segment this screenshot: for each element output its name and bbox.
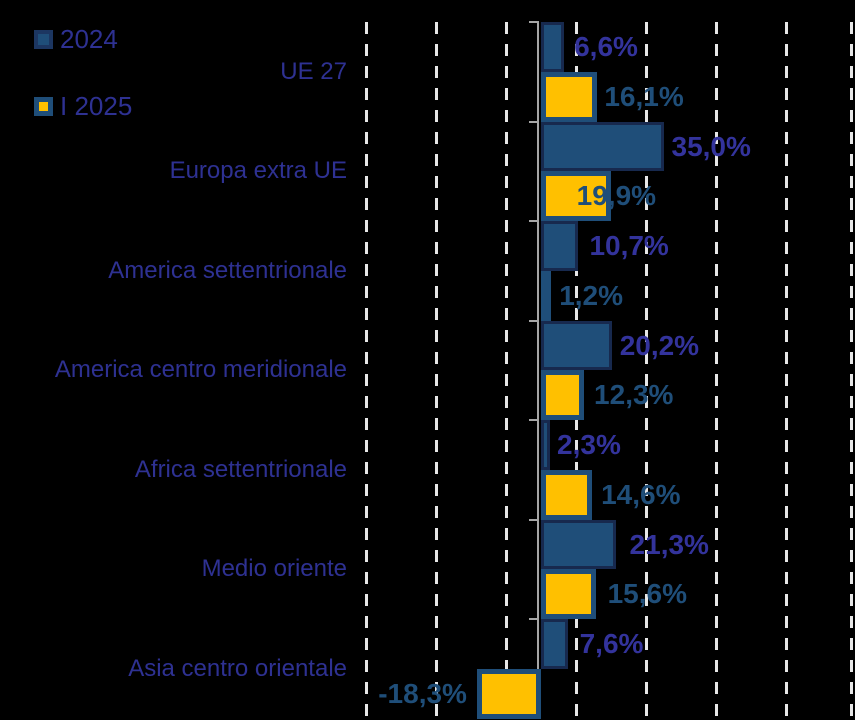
bar-2024 bbox=[541, 420, 550, 470]
gridline bbox=[645, 22, 648, 719]
axis-tick bbox=[529, 319, 539, 322]
value-label-i-2025: 19,9% bbox=[576, 180, 657, 212]
bar-i-2025 bbox=[541, 171, 611, 221]
legend-item-2024: 2024 bbox=[34, 26, 118, 52]
value-label-2024: 35,0% bbox=[671, 130, 751, 162]
value-label-2024: 7,6% bbox=[579, 628, 644, 659]
axis-tick bbox=[529, 220, 539, 222]
legend-label-2024: 2024 bbox=[60, 24, 118, 54]
category-label: Asia centro orientale bbox=[128, 654, 347, 682]
gridline bbox=[435, 22, 438, 719]
bar-i-2025 bbox=[541, 71, 598, 122]
axis-tick bbox=[529, 518, 539, 521]
gridline bbox=[785, 22, 788, 719]
bar-2024 bbox=[541, 22, 565, 72]
axis-tick bbox=[529, 21, 539, 23]
category-label: Medio oriente bbox=[201, 555, 347, 583]
bar-i-2025 bbox=[541, 469, 593, 520]
value-label-i-2025: 1,2% bbox=[559, 279, 624, 311]
legend-label-i-2025: I 2025 bbox=[60, 91, 133, 121]
value-label-i-2025: 14,6% bbox=[601, 478, 681, 510]
bar-2024 bbox=[541, 121, 664, 172]
value-label-i-2025: 12,3% bbox=[594, 379, 674, 411]
legend-swatch-i-2025-icon bbox=[34, 96, 53, 116]
gridline bbox=[850, 22, 853, 719]
category-label: America settentrionale bbox=[108, 256, 347, 284]
bar-i-2025 bbox=[541, 370, 585, 420]
value-label-i-2025: 15,6% bbox=[607, 578, 687, 610]
gridline bbox=[715, 22, 718, 719]
legend-swatch-2024-icon bbox=[34, 29, 53, 49]
value-label-2024: 6,6% bbox=[574, 31, 638, 62]
category-label: Africa settentrionale bbox=[134, 455, 347, 483]
value-label-i-2025: -18,3% bbox=[378, 677, 467, 709]
axis-tick bbox=[529, 419, 539, 421]
value-label-2024: 21,3% bbox=[629, 528, 709, 560]
value-label-2024: 10,7% bbox=[589, 230, 669, 261]
bar-i-2025 bbox=[476, 668, 541, 719]
bar-i-2025 bbox=[541, 569, 596, 619]
value-label-i-2025: 16,1% bbox=[604, 80, 684, 112]
bar-2024 bbox=[541, 519, 616, 570]
legend-item-i-2025: I 2025 bbox=[34, 93, 132, 119]
axis-tick bbox=[529, 618, 539, 620]
category-axis-line bbox=[537, 22, 539, 719]
value-label-2024: 2,3% bbox=[557, 429, 621, 460]
bar-2024 bbox=[541, 320, 612, 371]
category-label: UE 27 bbox=[280, 57, 347, 85]
gridline bbox=[505, 22, 508, 719]
bar-2024 bbox=[541, 619, 568, 669]
axis-tick bbox=[529, 120, 539, 123]
category-label: America centro meridionale bbox=[54, 356, 347, 384]
value-label-2024: 20,2% bbox=[619, 329, 700, 361]
bar-i-2025 bbox=[541, 270, 551, 321]
bar-2024 bbox=[541, 221, 579, 271]
gridline bbox=[365, 22, 368, 719]
category-label: Europa extra UE bbox=[169, 157, 347, 185]
